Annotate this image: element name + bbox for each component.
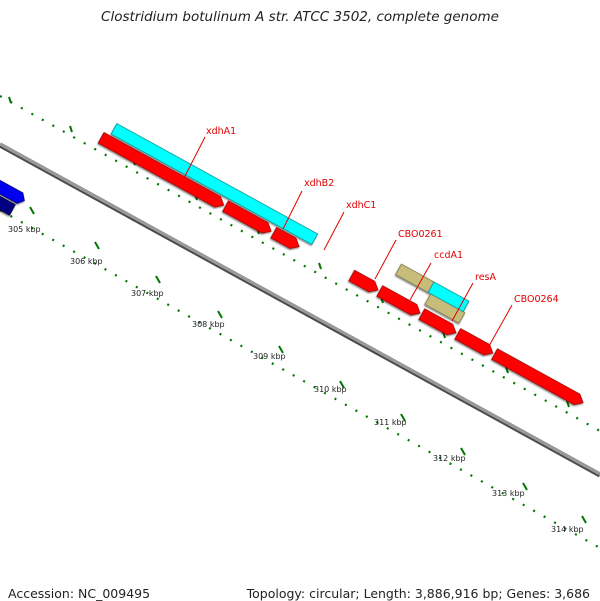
gene-feature-xdhA1[interactable] bbox=[110, 123, 319, 245]
gene-label-xdhC1[interactable]: xdhC1 bbox=[346, 200, 376, 211]
kbp-label: 311 kbp bbox=[374, 418, 407, 427]
gene-feature-red[interactable] bbox=[376, 285, 423, 319]
kbp-labels: 305 kbp 306 kbp 307 kbp 308 kbp 309 kbp … bbox=[8, 225, 584, 534]
genome-summary-text: Topology: circular; Length: 3,886,916 bp… bbox=[246, 586, 590, 601]
kbp-label: 308 kbp bbox=[192, 320, 225, 329]
kbp-label: 314 kbp bbox=[551, 525, 584, 534]
map-title: Clostridium botulinum A str. ATCC 3502, … bbox=[101, 9, 499, 25]
gene-feature-navy[interactable] bbox=[0, 184, 16, 216]
gene-labels: xdhA1 xdhB2 xdhC1 CBO0261 ccdA1 resA CBO… bbox=[206, 126, 559, 305]
kbp-label: 313 kbp bbox=[492, 489, 525, 498]
gene-feature-blue[interactable] bbox=[0, 176, 27, 206]
outer-major-ticks bbox=[8, 96, 570, 408]
gene-label-ccdA1[interactable]: ccdA1 bbox=[434, 250, 463, 261]
gene-feature-red[interactable] bbox=[418, 308, 459, 338]
gene-label-CBO0264[interactable]: CBO0264 bbox=[514, 294, 559, 305]
kbp-label: 305 kbp bbox=[8, 225, 41, 234]
inner-major-ticks bbox=[29, 206, 587, 524]
gene-feature-red[interactable] bbox=[454, 328, 496, 359]
kbp-label: 306 kbp bbox=[70, 257, 103, 266]
kbp-label: 307 kbp bbox=[131, 289, 164, 298]
gene-feature-CBO0264[interactable] bbox=[491, 348, 586, 408]
gene-feature-resA[interactable] bbox=[427, 281, 470, 313]
gene-feature-xdhB2[interactable] bbox=[222, 200, 274, 237]
gene-feature-red[interactable] bbox=[97, 131, 226, 211]
gene-label-resA[interactable]: resA bbox=[475, 272, 496, 283]
gene-label-xdhA1[interactable]: xdhA1 bbox=[206, 126, 236, 137]
gene-label-CBO0261[interactable]: CBO0261 bbox=[398, 229, 443, 240]
gene-label-leaders bbox=[183, 136, 513, 347]
gene-label-xdhB2[interactable]: xdhB2 bbox=[304, 178, 334, 189]
kbp-label: 309 kbp bbox=[253, 352, 286, 361]
gene-feature-xdhC1[interactable] bbox=[270, 226, 302, 251]
kbp-label: 312 kbp bbox=[433, 454, 466, 463]
gene-feature-CBO0261[interactable] bbox=[348, 269, 381, 295]
kbp-label: 310 kbp bbox=[314, 385, 347, 394]
genome-backbone bbox=[0, 142, 600, 476]
accession-text: Accession: NC_009495 bbox=[8, 586, 151, 601]
